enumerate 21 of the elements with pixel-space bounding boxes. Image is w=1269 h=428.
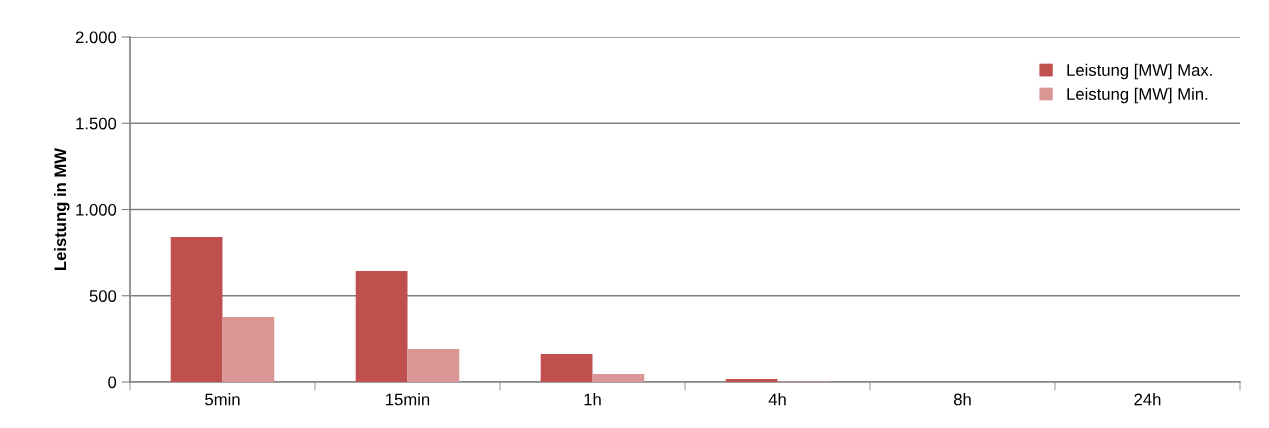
x-tick-label: 8h [953, 393, 971, 406]
bar [407, 349, 460, 382]
bar [725, 379, 778, 382]
y-tick-label: 500 [89, 290, 117, 302]
x-tick-label: 15min [386, 393, 430, 406]
legend-label: Leistung [MW] Max. [1067, 63, 1212, 80]
bar [592, 374, 645, 382]
bar [540, 354, 593, 382]
x-tick-label: 5min [205, 393, 240, 406]
x-tick-label: 24h [1134, 393, 1161, 406]
bar [355, 271, 408, 382]
x-tick-label: 4h [768, 393, 786, 406]
x-tick-label: 1h [584, 393, 601, 406]
y-tick-label: 1.000 [76, 203, 117, 216]
y-tick-label: 1.500 [76, 117, 117, 130]
y-axis-title: Leistung in MW [53, 147, 70, 270]
y-tick-label: 2.000 [75, 31, 117, 44]
legend-label: Leistung [MW] Min. [1067, 87, 1208, 104]
bar [170, 237, 223, 382]
y-tick-label: 0 [108, 376, 117, 389]
bar [222, 316, 275, 382]
